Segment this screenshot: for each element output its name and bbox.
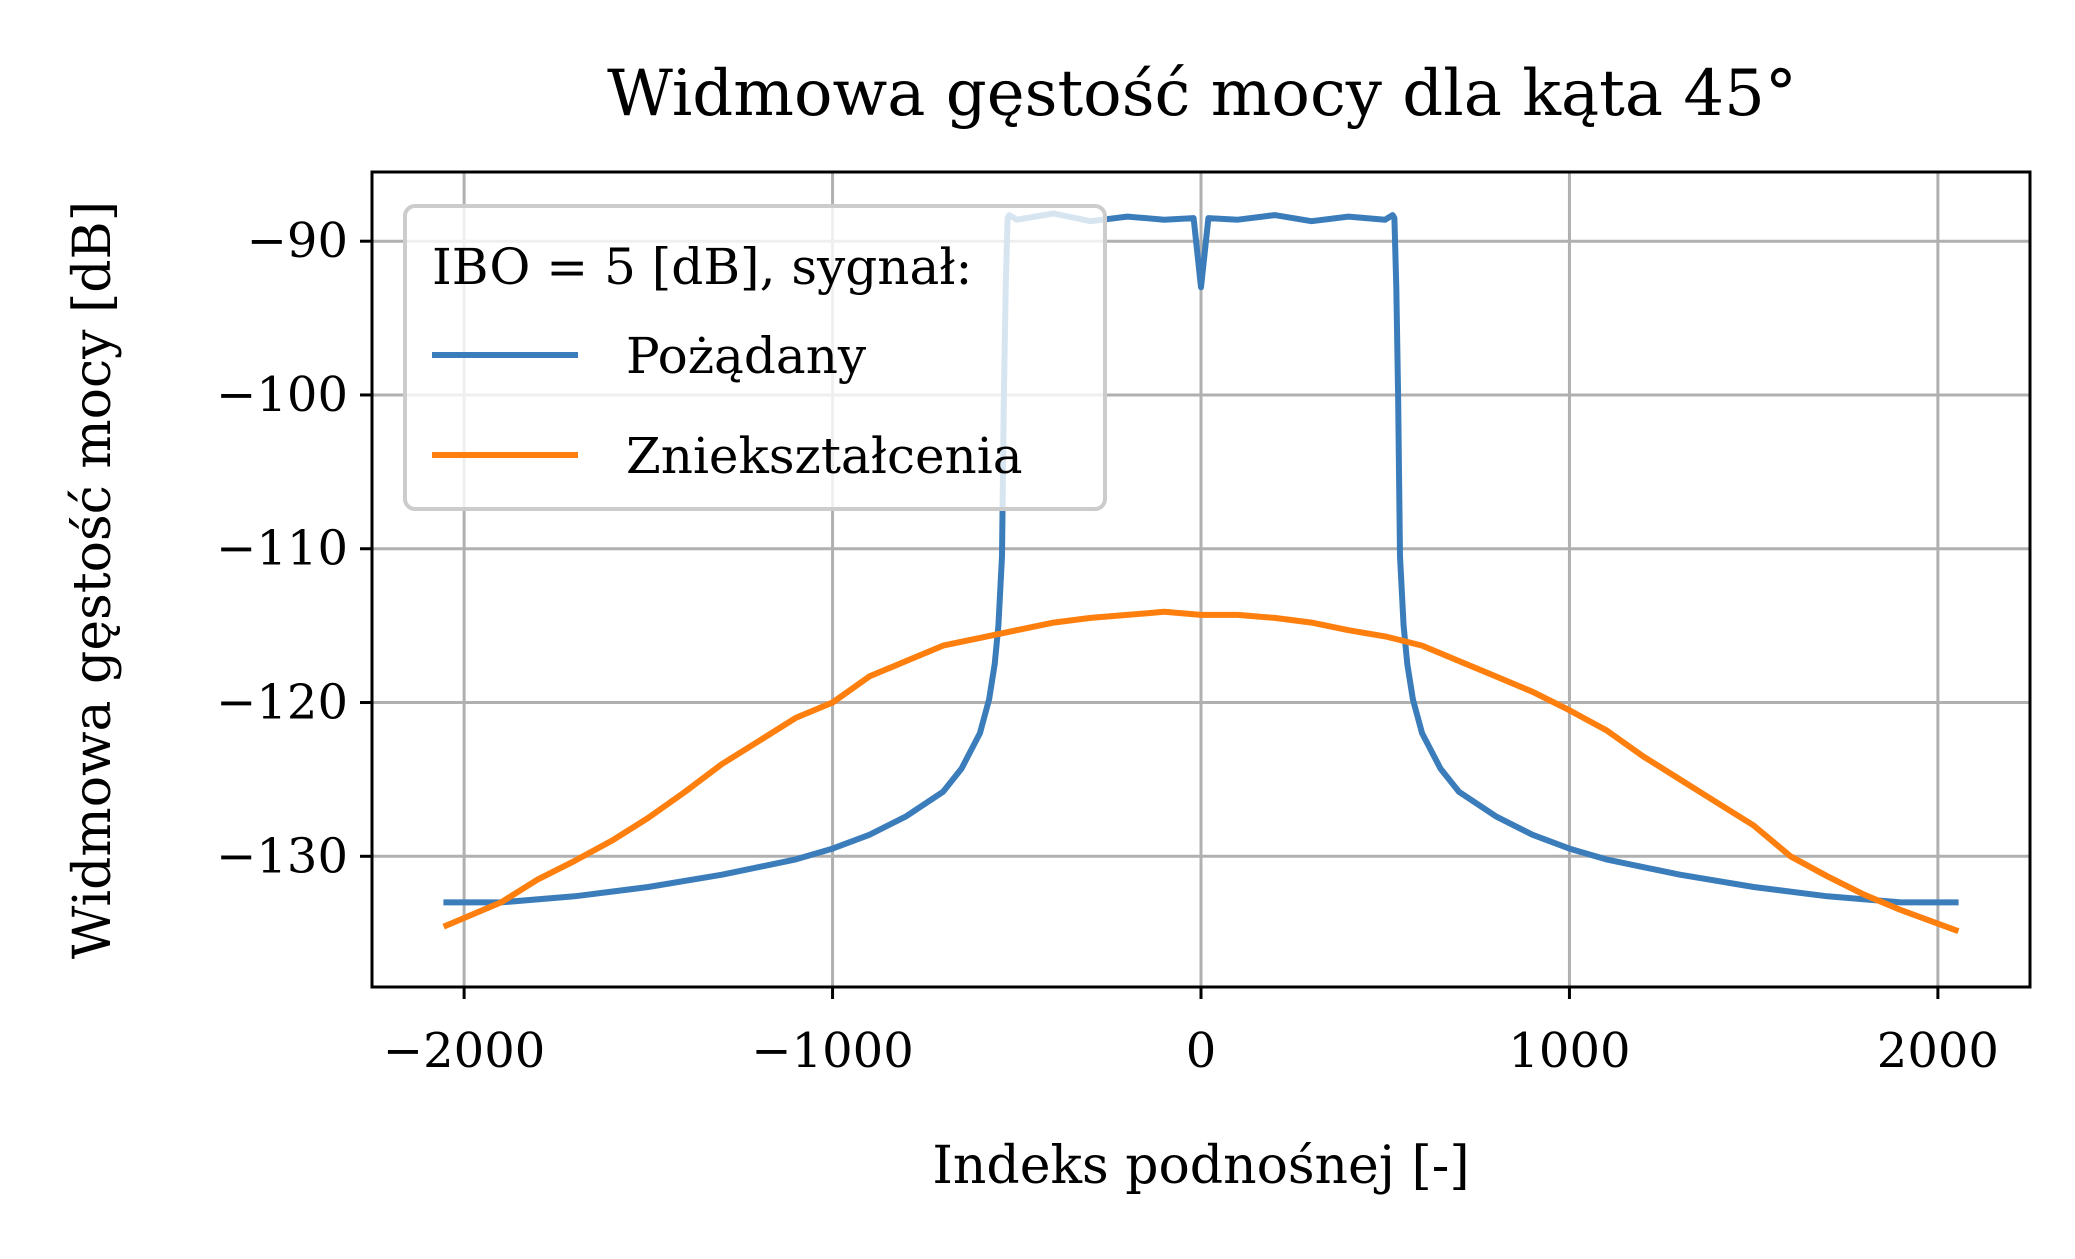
- x-tick-label: 0: [1186, 1023, 1217, 1079]
- plot-frame: [370, 170, 2032, 989]
- legend: IBO = 5 [dB], sygnał: Pożądany Zniekszta…: [403, 204, 1107, 511]
- legend-label-pozadany: Pożądany: [626, 327, 867, 385]
- x-tick-label: −2000: [383, 1023, 545, 1079]
- x-tick-label: 2000: [1877, 1023, 1999, 1079]
- legend-title: IBO = 5 [dB], sygnał:: [432, 238, 972, 296]
- x-tick-label: 1000: [1508, 1023, 1630, 1079]
- series-line-pozadany: [443, 210, 1959, 906]
- ticks: −2000 −1000 0 1000 2000 −90 −100 −110 −120 −130: [216, 213, 1999, 1079]
- chart-title: Widmowa gęstość mocy dla kąta 45°: [607, 57, 1797, 131]
- y-axis-label: Widmowa gęstość mocy [dB]: [63, 201, 123, 959]
- y-tick-label: −120: [216, 675, 348, 731]
- legend-box: [403, 204, 1107, 511]
- y-tick-label: −110: [216, 521, 348, 577]
- x-axis-label: Indeks podnośnej [-]: [932, 1136, 1469, 1196]
- x-tick-label: −1000: [751, 1023, 913, 1079]
- legend-label-znieksztalcenia: Zniekształcenia: [626, 427, 1023, 485]
- y-tick-label: −90: [247, 213, 348, 269]
- y-tick-label: −130: [216, 828, 348, 884]
- y-tick-label: −100: [216, 367, 348, 423]
- series-line-znieksztalcenia: [442, 608, 1960, 934]
- series-layer: [442, 210, 1960, 934]
